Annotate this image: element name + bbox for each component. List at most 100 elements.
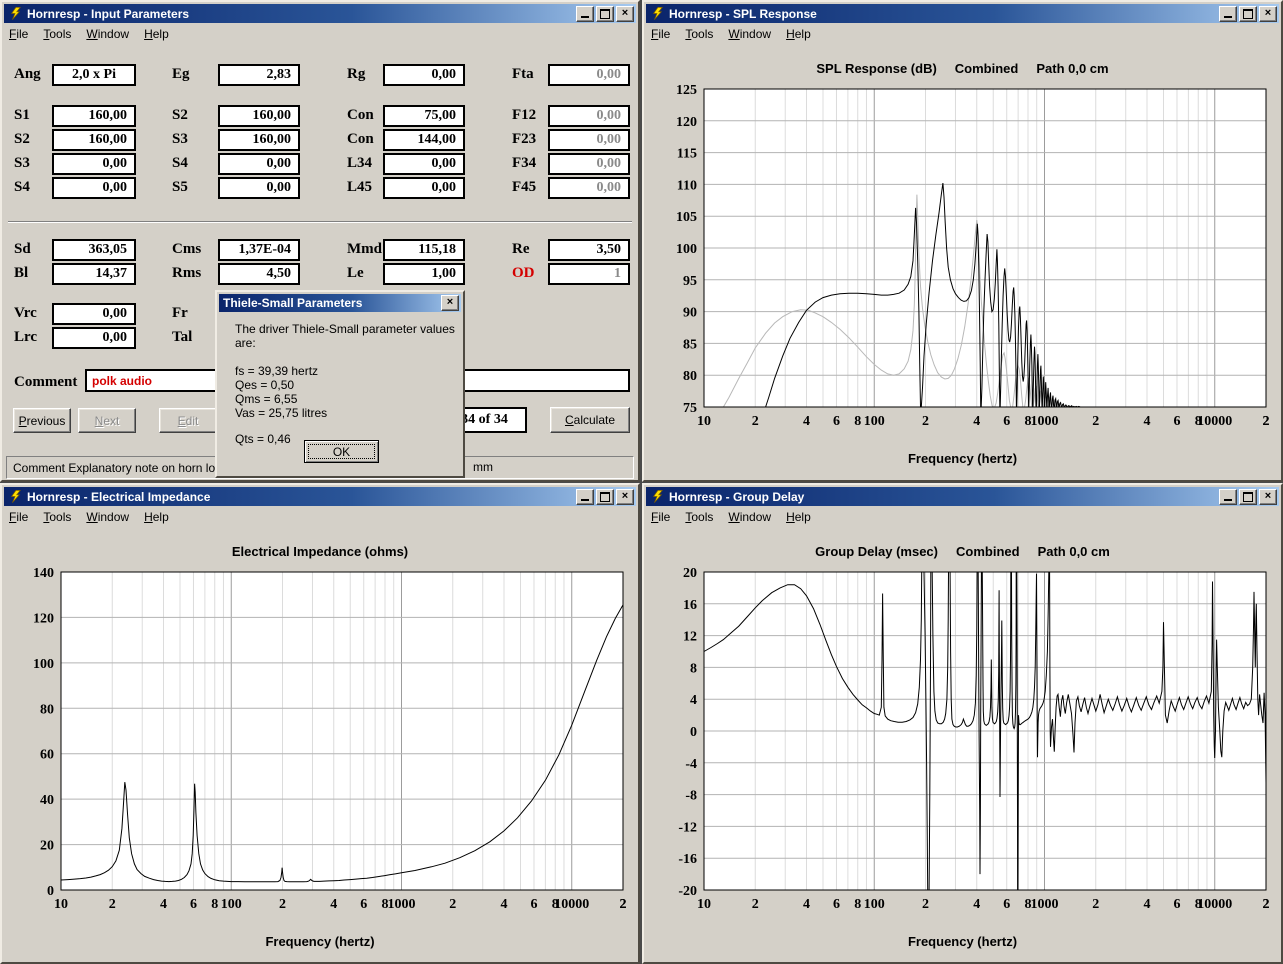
svg-text:4: 4 — [330, 897, 337, 912]
menu-help[interactable]: Help — [786, 27, 811, 41]
param-field-s3[interactable]: 0,00 — [52, 153, 136, 175]
status-unit-text: mm — [473, 460, 493, 474]
titlebar-input[interactable]: Hornresp - Input Parameters × — [4, 4, 636, 23]
svg-text:1000: 1000 — [387, 897, 415, 912]
param-field-s3[interactable]: 160,00 — [218, 129, 300, 151]
calculate-button[interactable]: Calculate — [550, 407, 630, 433]
param-label-rms: Rms — [172, 265, 201, 282]
param-label-con: Con — [347, 131, 374, 148]
param-label-l34: L34 — [347, 155, 372, 172]
param-field-bl[interactable]: 14,37 — [52, 263, 136, 285]
minimize-icon — [1224, 16, 1232, 18]
param-field-f34: 0,00 — [548, 153, 630, 175]
window-electrical-impedance: Hornresp - Electrical Impedance × File To… — [0, 483, 640, 964]
svg-text:-12: -12 — [678, 820, 697, 835]
group-delay-x-axis-label: Frequency (hertz) — [644, 934, 1281, 954]
svg-text:0: 0 — [47, 884, 54, 899]
next-button[interactable]: Next — [78, 408, 136, 433]
svg-text:6: 6 — [1173, 897, 1180, 912]
menubar-spl: File Tools Window Help — [644, 23, 1281, 45]
previous-button[interactable]: Previous — [13, 408, 71, 433]
param-field-con[interactable]: 144,00 — [383, 129, 465, 151]
svg-text:-20: -20 — [678, 884, 697, 899]
param-field-f23: 0,00 — [548, 129, 630, 151]
svg-text:4: 4 — [803, 897, 810, 912]
menu-file[interactable]: File — [9, 510, 28, 524]
menu-window[interactable]: Window — [86, 27, 129, 41]
svg-text:16: 16 — [683, 598, 697, 613]
maximize-button[interactable] — [596, 489, 614, 505]
menu-tools[interactable]: Tools — [43, 510, 71, 524]
menu-tools[interactable]: Tools — [43, 27, 71, 41]
menu-tools[interactable]: Tools — [685, 27, 713, 41]
param-field-rms[interactable]: 4,50 — [218, 263, 300, 285]
param-field-l45[interactable]: 0,00 — [383, 177, 465, 199]
param-field-s4[interactable]: 0,00 — [52, 177, 136, 199]
param-field-mmd[interactable]: 115,18 — [383, 239, 465, 261]
param-field-re[interactable]: 3,50 — [548, 239, 630, 261]
edit-button[interactable]: Edit — [159, 408, 217, 433]
param-label-s2: S2 — [14, 131, 30, 148]
param-field-cms[interactable]: 1,37E-04 — [218, 239, 300, 261]
param-field-con[interactable]: 75,00 — [383, 105, 465, 127]
maximize-button[interactable] — [596, 6, 614, 22]
svg-text:6: 6 — [360, 897, 367, 912]
param-field-s5[interactable]: 0,00 — [218, 177, 300, 199]
maximize-icon — [600, 9, 610, 19]
menu-window[interactable]: Window — [728, 510, 771, 524]
close-button[interactable]: × — [441, 295, 459, 311]
svg-text:2: 2 — [620, 897, 627, 912]
param-field-rg[interactable]: 0,00 — [383, 64, 465, 86]
titlebar-spl[interactable]: Hornresp - SPL Response × — [646, 4, 1279, 23]
menu-tools[interactable]: Tools — [685, 510, 713, 524]
close-button[interactable]: × — [616, 6, 634, 22]
titlebar-thiele-small[interactable]: Thiele-Small Parameters × — [219, 294, 461, 312]
maximize-icon — [1243, 492, 1253, 502]
menu-help[interactable]: Help — [144, 510, 169, 524]
minimize-button[interactable] — [1219, 6, 1237, 22]
titlebar-impedance[interactable]: Hornresp - Electrical Impedance × — [4, 487, 636, 506]
param-field-le[interactable]: 1,00 — [383, 263, 465, 285]
minimize-button[interactable] — [576, 489, 594, 505]
param-field-s1[interactable]: 160,00 — [52, 105, 136, 127]
maximize-button[interactable] — [1239, 6, 1257, 22]
menu-file[interactable]: File — [651, 510, 670, 524]
param-field-ang[interactable]: 2,0 x Pi — [52, 64, 136, 86]
maximize-button[interactable] — [1239, 489, 1257, 505]
ok-button[interactable]: OK — [304, 440, 379, 463]
param-field-s4[interactable]: 0,00 — [218, 153, 300, 175]
param-label-s3: S3 — [14, 155, 30, 172]
menu-file[interactable]: File — [651, 27, 670, 41]
ts-param-line: Vas = 25,75 litres — [235, 406, 463, 420]
param-field-l34[interactable]: 0,00 — [383, 153, 465, 175]
close-button[interactable]: × — [1259, 6, 1277, 22]
close-button[interactable]: × — [616, 489, 634, 505]
minimize-icon — [1224, 499, 1232, 501]
param-field-vrc[interactable]: 0,00 — [52, 303, 136, 325]
svg-text:8: 8 — [690, 661, 697, 676]
param-field-s2[interactable]: 160,00 — [52, 129, 136, 151]
status-comment-text: Comment Explanatory note on horn loudsp — [13, 461, 241, 475]
param-field-lrc[interactable]: 0,00 — [52, 327, 136, 349]
param-field-s2[interactable]: 160,00 — [218, 105, 300, 127]
param-field-sd[interactable]: 363,05 — [52, 239, 136, 261]
menu-file[interactable]: File — [9, 27, 28, 41]
minimize-button[interactable] — [576, 6, 594, 22]
svg-text:1000: 1000 — [1030, 897, 1058, 912]
svg-text:2: 2 — [1092, 414, 1099, 429]
param-label-s3: S3 — [172, 131, 188, 148]
menu-window[interactable]: Window — [86, 510, 129, 524]
svg-text:80: 80 — [40, 702, 54, 717]
titlebar-group-delay[interactable]: Hornresp - Group Delay × — [646, 487, 1279, 506]
menu-help[interactable]: Help — [144, 27, 169, 41]
menubar-input: File Tools Window Help — [2, 23, 638, 45]
chart-title-part: SPL Response (dB) — [816, 61, 936, 81]
param-field-eg[interactable]: 2,83 — [218, 64, 300, 86]
window-title: Hornresp - SPL Response — [669, 7, 1214, 21]
menu-window[interactable]: Window — [728, 27, 771, 41]
minimize-button[interactable] — [1219, 489, 1237, 505]
svg-text:100: 100 — [33, 657, 54, 672]
menu-help[interactable]: Help — [786, 510, 811, 524]
close-button[interactable]: × — [1259, 489, 1277, 505]
app-lightning-icon — [8, 489, 22, 504]
